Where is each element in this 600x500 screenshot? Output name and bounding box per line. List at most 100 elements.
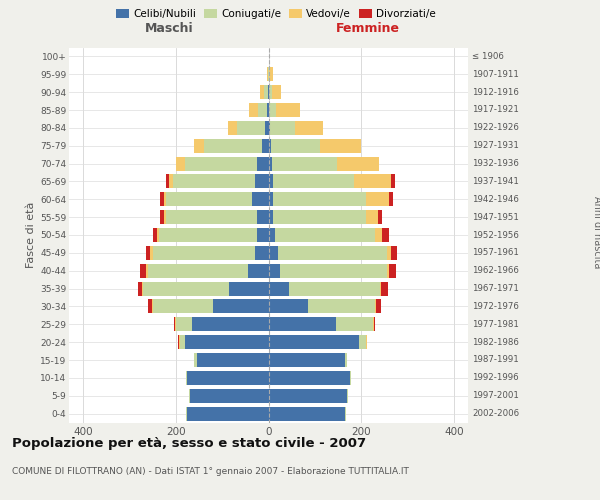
Bar bbox=[373, 318, 374, 331]
Bar bbox=[387, 246, 391, 260]
Bar bbox=[152, 246, 254, 260]
Text: 1982-1986: 1982-1986 bbox=[472, 338, 519, 346]
Bar bbox=[320, 138, 361, 152]
Bar bbox=[264, 85, 268, 99]
Bar bbox=[273, 174, 355, 188]
Text: 1912-1916: 1912-1916 bbox=[472, 88, 519, 96]
Bar bbox=[377, 210, 382, 224]
Bar bbox=[148, 300, 152, 314]
Bar bbox=[179, 335, 181, 349]
Text: 1977-1981: 1977-1981 bbox=[472, 320, 519, 329]
Bar bbox=[173, 174, 254, 188]
Bar bbox=[213, 300, 269, 314]
Text: Femmine: Femmine bbox=[336, 22, 400, 35]
Bar bbox=[192, 318, 269, 331]
Bar bbox=[269, 156, 272, 170]
Bar bbox=[345, 353, 347, 367]
Bar bbox=[269, 121, 270, 135]
Bar bbox=[248, 103, 258, 117]
Bar bbox=[269, 389, 347, 402]
Bar bbox=[374, 318, 375, 331]
Bar bbox=[169, 174, 173, 188]
Bar bbox=[187, 406, 269, 420]
Bar bbox=[166, 174, 169, 188]
Bar bbox=[176, 318, 192, 331]
Text: 1907-1911: 1907-1911 bbox=[472, 70, 519, 79]
Bar bbox=[269, 85, 272, 99]
Bar bbox=[270, 121, 295, 135]
Text: Popolazione per età, sesso e stato civile - 2007: Popolazione per età, sesso e stato civil… bbox=[12, 438, 366, 450]
Text: 1942-1946: 1942-1946 bbox=[472, 195, 519, 204]
Bar bbox=[280, 264, 387, 278]
Text: 1962-1966: 1962-1966 bbox=[472, 266, 519, 275]
Bar bbox=[359, 335, 366, 349]
Bar bbox=[269, 300, 308, 314]
Bar bbox=[160, 210, 164, 224]
Bar bbox=[355, 174, 391, 188]
Bar bbox=[272, 156, 337, 170]
Bar bbox=[257, 210, 269, 224]
Bar bbox=[152, 300, 213, 314]
Bar bbox=[252, 192, 269, 206]
Bar bbox=[269, 192, 273, 206]
Text: 1922-1926: 1922-1926 bbox=[472, 124, 519, 132]
Bar bbox=[146, 264, 148, 278]
Bar bbox=[271, 138, 320, 152]
Bar bbox=[375, 228, 382, 242]
Bar bbox=[185, 335, 269, 349]
Bar bbox=[366, 192, 389, 206]
Text: 1932-1936: 1932-1936 bbox=[472, 159, 519, 168]
Bar bbox=[143, 282, 229, 296]
Bar bbox=[268, 68, 269, 81]
Bar bbox=[148, 264, 248, 278]
Bar bbox=[229, 282, 269, 296]
Bar bbox=[175, 318, 176, 331]
Bar bbox=[380, 282, 381, 296]
Bar bbox=[254, 246, 269, 260]
Bar bbox=[269, 138, 271, 152]
Bar bbox=[187, 371, 269, 385]
Bar bbox=[160, 228, 257, 242]
Bar bbox=[164, 210, 166, 224]
Bar bbox=[375, 300, 376, 314]
Bar bbox=[269, 68, 273, 81]
Text: 1987-1991: 1987-1991 bbox=[472, 356, 519, 364]
Bar bbox=[227, 121, 237, 135]
Bar bbox=[254, 174, 269, 188]
Bar bbox=[289, 282, 380, 296]
Bar bbox=[366, 335, 367, 349]
Text: 1967-1971: 1967-1971 bbox=[472, 284, 519, 293]
Bar bbox=[273, 210, 366, 224]
Bar bbox=[269, 282, 289, 296]
Bar bbox=[194, 353, 197, 367]
Bar bbox=[185, 156, 257, 170]
Bar bbox=[273, 192, 366, 206]
Bar bbox=[295, 121, 323, 135]
Bar bbox=[382, 228, 389, 242]
Bar bbox=[336, 318, 373, 331]
Bar bbox=[166, 210, 257, 224]
Bar bbox=[345, 406, 346, 420]
Bar bbox=[142, 282, 143, 296]
Bar bbox=[269, 246, 278, 260]
Text: 1927-1931: 1927-1931 bbox=[472, 141, 519, 150]
Bar bbox=[391, 246, 397, 260]
Text: ≤ 1906: ≤ 1906 bbox=[472, 52, 504, 61]
Bar bbox=[272, 85, 281, 99]
Bar bbox=[146, 246, 150, 260]
Bar bbox=[337, 156, 379, 170]
Bar bbox=[157, 228, 160, 242]
Bar bbox=[269, 318, 336, 331]
Bar bbox=[154, 228, 157, 242]
Bar bbox=[269, 174, 273, 188]
Bar bbox=[269, 103, 277, 117]
Text: Anni di nascita: Anni di nascita bbox=[592, 196, 600, 268]
Bar bbox=[269, 264, 280, 278]
Bar bbox=[150, 246, 152, 260]
Bar bbox=[258, 103, 267, 117]
Bar bbox=[194, 138, 203, 152]
Bar bbox=[257, 156, 269, 170]
Legend: Celibi/Nubili, Coniugati/e, Vedovi/e, Divorziati/e: Celibi/Nubili, Coniugati/e, Vedovi/e, Di… bbox=[112, 5, 440, 24]
Bar bbox=[137, 282, 142, 296]
Text: 2002-2006: 2002-2006 bbox=[472, 409, 520, 418]
